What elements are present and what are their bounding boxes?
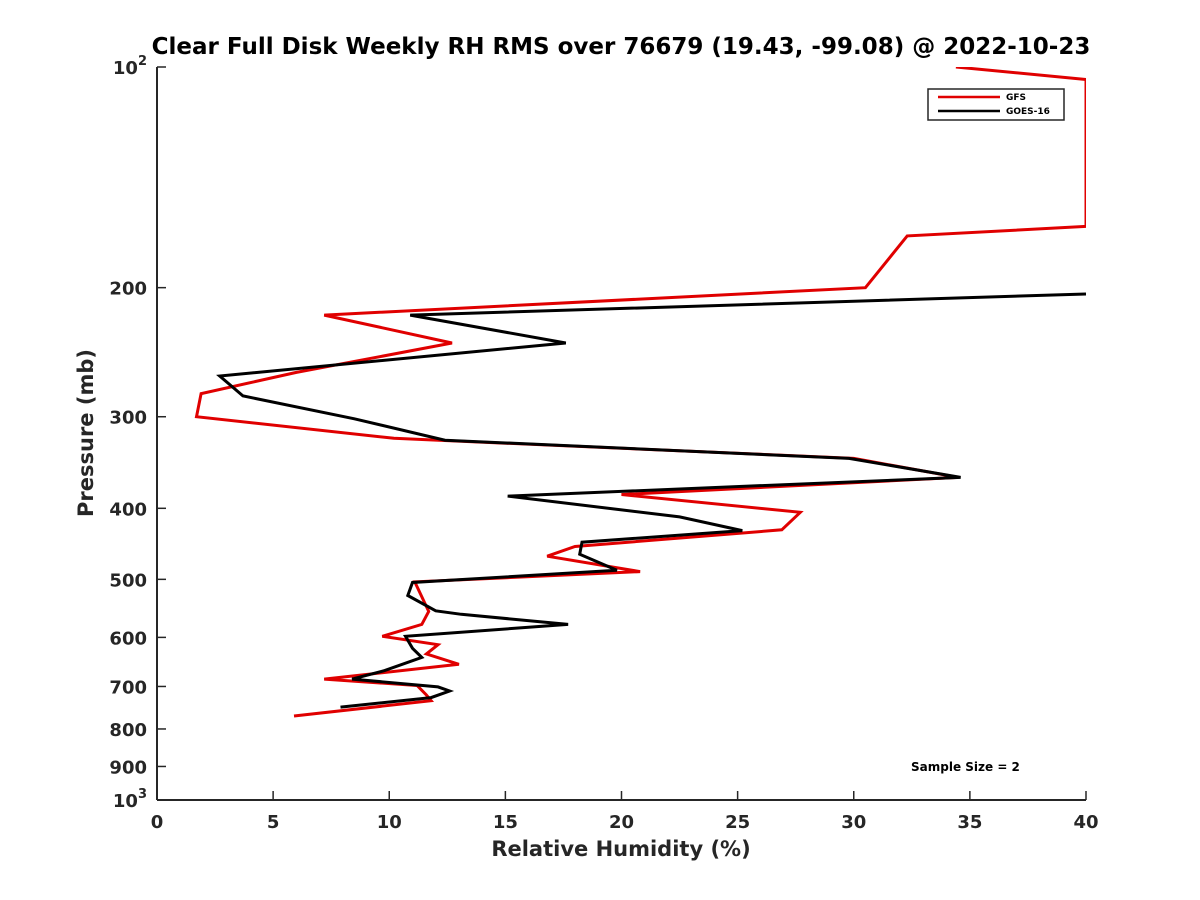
y-tick-label: 103 xyxy=(113,787,147,812)
x-tick-label: 0 xyxy=(151,812,164,833)
series-line-gfs xyxy=(194,67,1086,718)
y-tick-label: 800 xyxy=(109,720,147,741)
x-tick-label: 30 xyxy=(841,812,866,833)
x-axis-label: Relative Humidity (%) xyxy=(491,837,750,861)
y-tick-label: 102 xyxy=(113,54,147,79)
y-axis-label: Pressure (mb) xyxy=(74,349,98,517)
x-tick-label: 10 xyxy=(377,812,402,833)
series-line-goes16 xyxy=(216,292,1086,709)
legend-label-gfs: GFS xyxy=(1006,93,1026,103)
y-tick-label: 900 xyxy=(109,757,147,778)
x-tick-label: 15 xyxy=(493,812,518,833)
legend-label-goes16: GOES-16 xyxy=(1006,107,1050,117)
y-tick-label: 200 xyxy=(109,279,147,300)
y-tick-label: 400 xyxy=(109,499,147,520)
x-tick-label: 5 xyxy=(267,812,280,833)
y-tick-label: 700 xyxy=(109,677,147,698)
y-tick-label: 300 xyxy=(109,408,147,429)
x-tick-label: 20 xyxy=(609,812,634,833)
axes xyxy=(156,67,1086,801)
y-ticks: 102 200 300 400 500 600 700 800 900 103 xyxy=(109,54,166,812)
series-layer xyxy=(194,67,1086,718)
y-tick-label: 600 xyxy=(109,628,147,649)
x-tick-label: 25 xyxy=(725,812,750,833)
x-ticks: 0 5 10 15 20 25 30 35 40 xyxy=(151,791,1099,833)
y-tick-label: 500 xyxy=(109,570,147,591)
legend: GFS GOES-16 xyxy=(927,88,1065,121)
sample-size-annotation: Sample Size = 2 xyxy=(911,760,1020,774)
x-tick-label: 35 xyxy=(957,812,982,833)
chart-title: Clear Full Disk Weekly RH RMS over 76679… xyxy=(152,34,1091,60)
x-tick-label: 40 xyxy=(1073,812,1098,833)
legend-box xyxy=(927,88,1065,121)
